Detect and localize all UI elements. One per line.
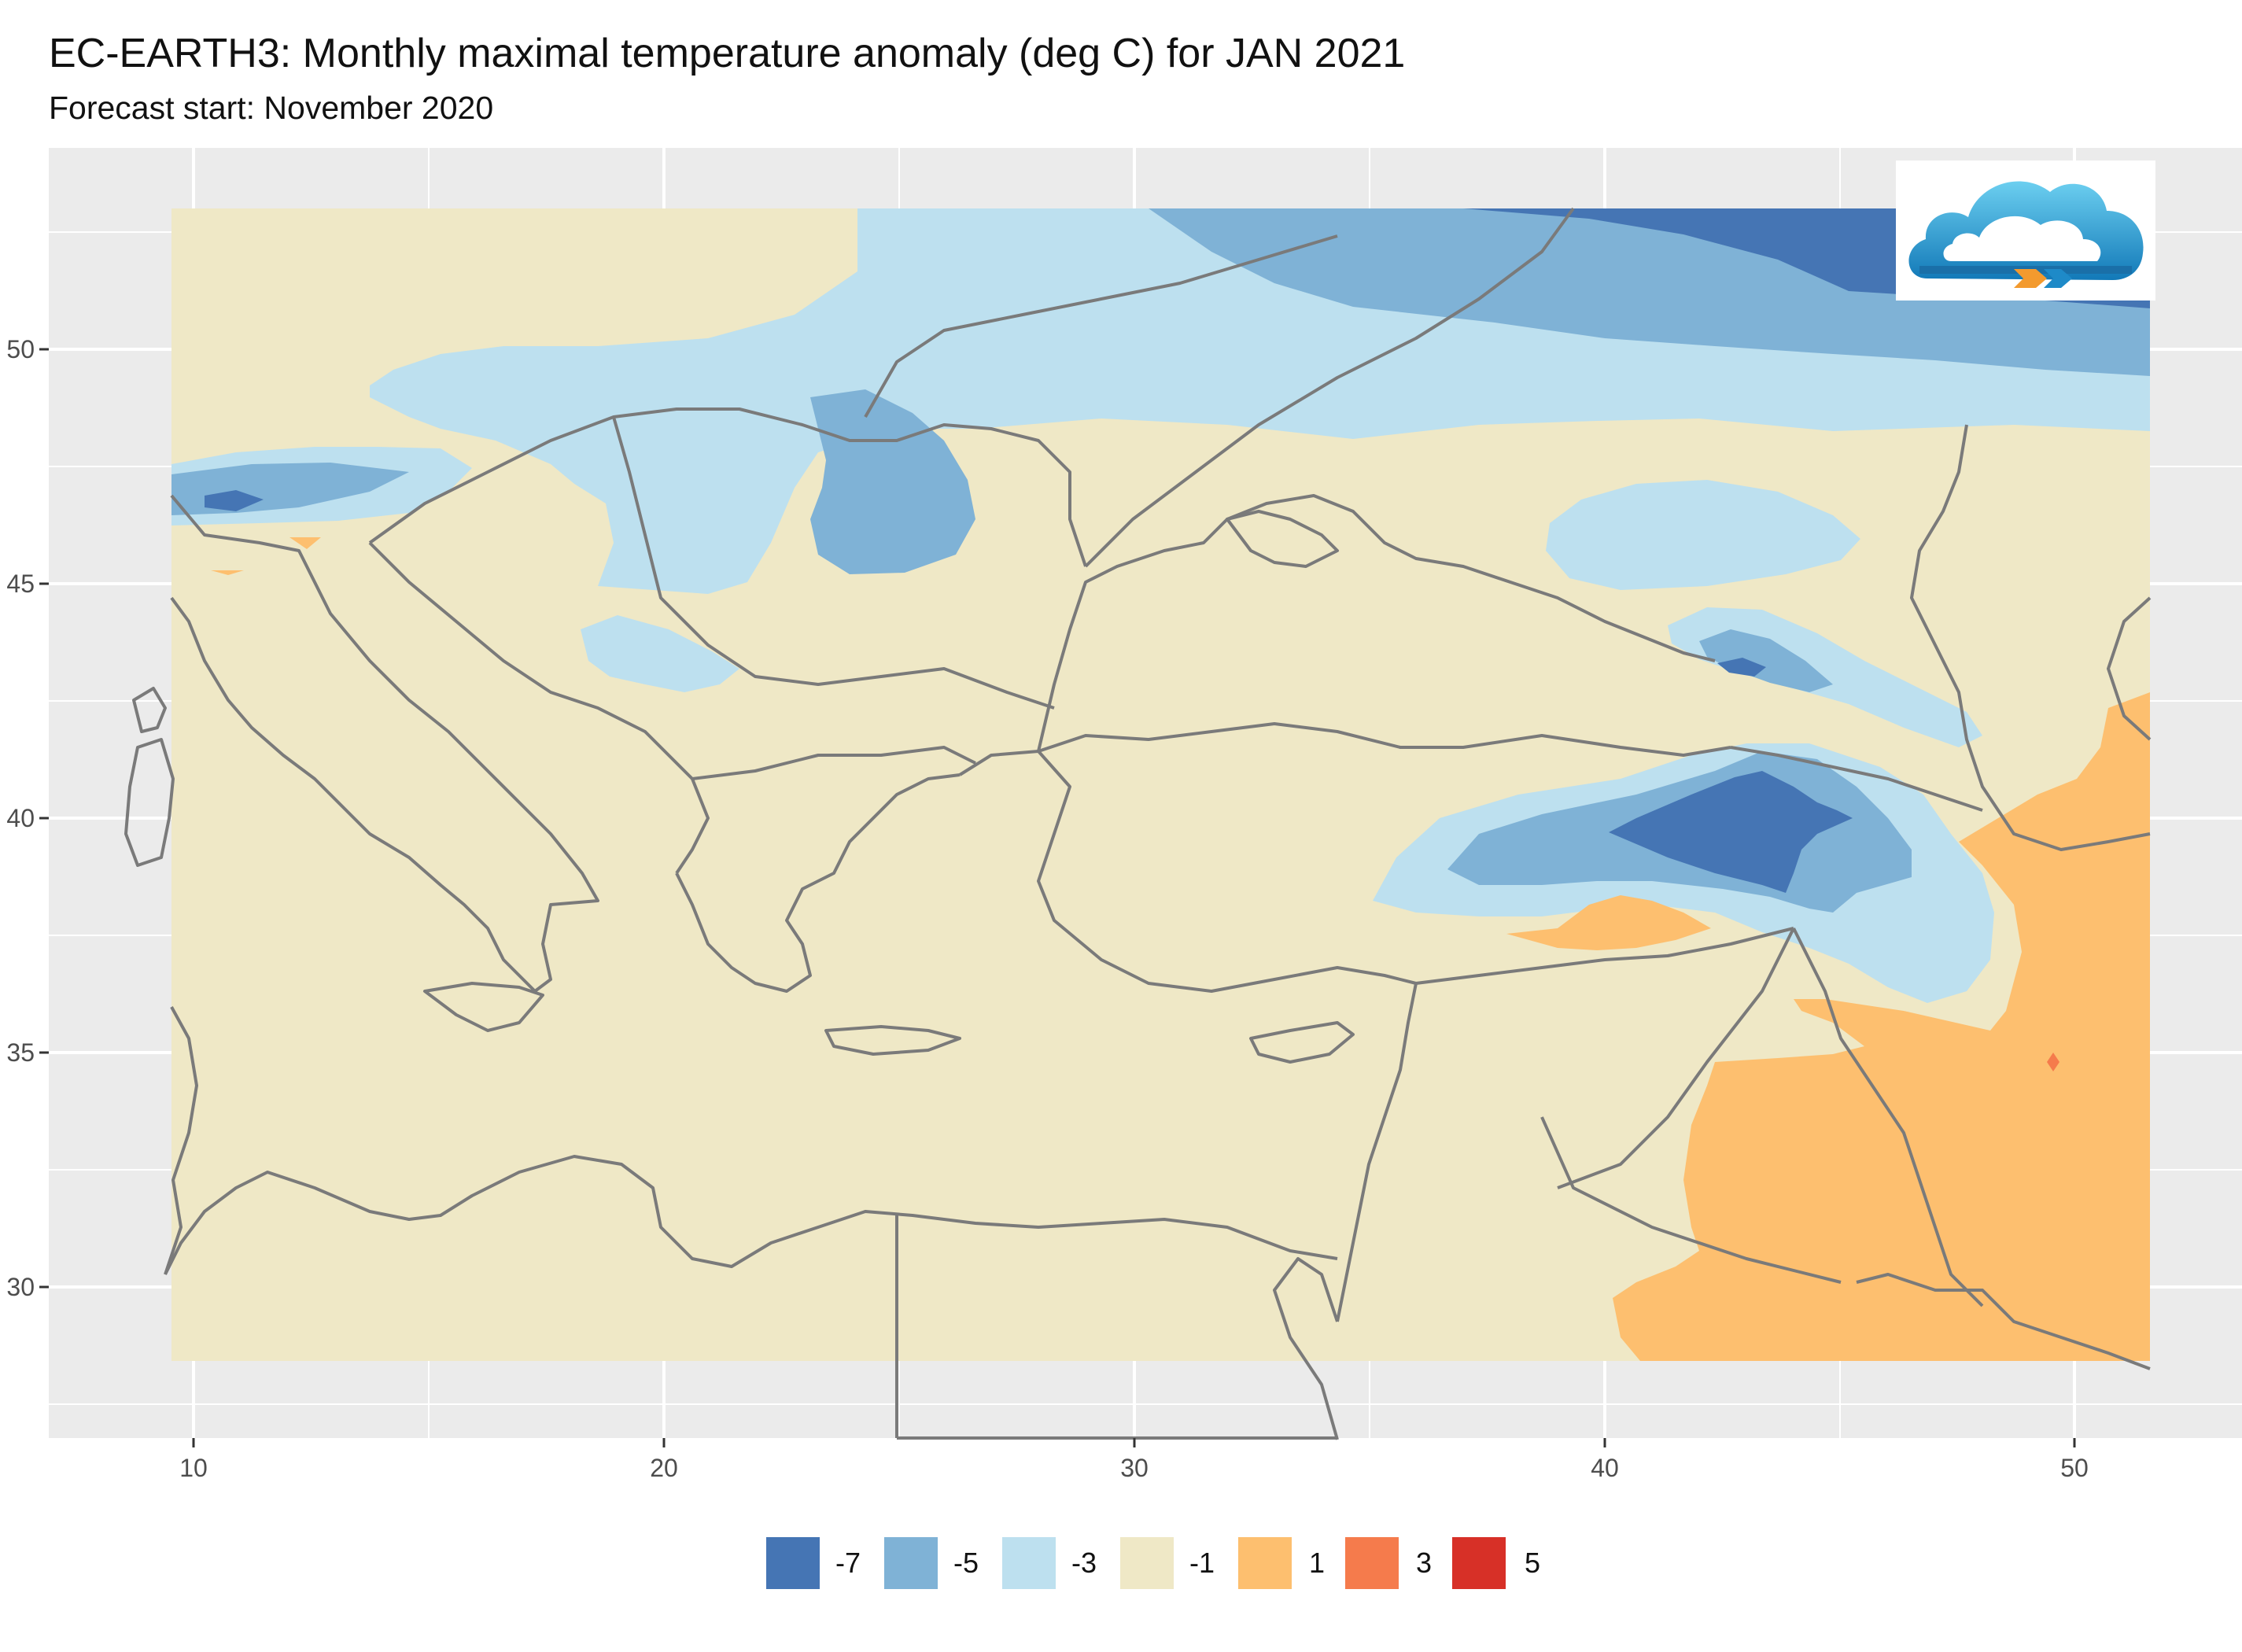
coast-crimea — [1226, 510, 1339, 568]
field-warm-hot-spot — [2047, 1053, 2059, 1071]
coast-italy — [170, 494, 599, 993]
x-tick-label: 40 — [1591, 1454, 1619, 1482]
coast-adriatic-east — [368, 541, 710, 875]
coast-red-sea — [1273, 1257, 1339, 1440]
y-tick-label: 40 — [6, 804, 35, 832]
legend-label: -1 — [1189, 1547, 1215, 1579]
coast-caspian — [1910, 424, 2151, 851]
x-axis-labels: 10 20 30 40 50 — [179, 1454, 2089, 1482]
border-iraq-saudi — [1540, 1116, 1842, 1284]
y-tick-label: 30 — [6, 1273, 35, 1301]
coast-black-sea-north — [1037, 494, 1716, 752]
field-balkan-light — [581, 615, 739, 692]
legend-label: 1 — [1309, 1547, 1325, 1579]
legend-label: -7 — [835, 1547, 861, 1579]
legend-label: 5 — [1525, 1547, 1540, 1579]
coast-sicily — [423, 982, 544, 1032]
field-warm-anatolia — [1506, 895, 1711, 950]
border-iraq-iran — [1792, 927, 1984, 1307]
coast-sardinia — [124, 738, 175, 867]
y-axis-labels: 30 35 40 45 50 — [6, 335, 35, 1301]
border-ukraine-russia — [1084, 207, 1575, 568]
legend-swatch — [1002, 1537, 1056, 1589]
x-tick-label: 50 — [2060, 1454, 2089, 1482]
field-alps-warm — [289, 537, 321, 549]
coast-levant — [1336, 983, 1418, 1322]
field-romania-mid — [810, 389, 975, 574]
x-tick-label: 10 — [179, 1454, 208, 1482]
legend-swatch — [1238, 1537, 1292, 1589]
border-caucasus — [1730, 746, 1983, 812]
y-tick-label: 45 — [6, 570, 35, 598]
coast-greece — [675, 773, 961, 993]
anomaly-field — [171, 208, 2150, 1361]
coast-caspian-east — [2107, 596, 2152, 741]
coast-corsica — [132, 687, 167, 733]
legend-swatch — [766, 1537, 820, 1589]
axis-ticks — [39, 348, 2076, 1447]
map-title: EC-EARTH3: Monthly maximal temperature a… — [49, 31, 1406, 76]
legend-swatch — [1452, 1537, 1506, 1589]
legend-label: -5 — [953, 1547, 979, 1579]
border-balkans-south — [691, 746, 976, 780]
field-caucasus-dark — [1717, 658, 1766, 677]
border-turkey-syria — [1415, 927, 1794, 985]
border-balkans — [612, 416, 1055, 710]
cloud-logo-icon — [1896, 160, 2155, 301]
coast-crete — [824, 1025, 961, 1056]
coast-black-sea-south — [1038, 722, 1731, 757]
legend-swatch — [884, 1537, 938, 1589]
field-alps-dark — [205, 490, 264, 511]
x-tick-label: 30 — [1120, 1454, 1149, 1482]
legend-swatch — [1120, 1537, 1174, 1589]
x-tick-label: 20 — [650, 1454, 678, 1482]
legend-label: -3 — [1071, 1547, 1097, 1579]
coast-north-africa — [164, 1155, 1338, 1275]
border-syria-iraq — [1557, 927, 1795, 1189]
coast-anatolia — [958, 750, 1417, 993]
field-anatolia-dark — [1609, 771, 1853, 893]
coast-tunisia — [164, 1006, 198, 1275]
country-borders — [124, 207, 2152, 1440]
border-central-europe — [368, 407, 1087, 567]
field-azov-light — [1546, 480, 1860, 590]
coast-persian-gulf — [1856, 1273, 2151, 1370]
coast-cyprus — [1249, 1021, 1355, 1064]
legend-label: 3 — [1416, 1547, 1432, 1579]
legend: -7 -5 -3 -1 1 3 5 — [766, 1537, 1540, 1589]
legend-swatch — [1345, 1537, 1399, 1589]
field-warm-east — [1613, 692, 2150, 1361]
map-subtitle: Forecast start: November 2020 — [49, 90, 494, 126]
y-tick-label: 50 — [6, 335, 35, 363]
y-tick-label: 35 — [6, 1038, 35, 1067]
field-caucasus-mid — [1699, 629, 1833, 692]
border-ukraine-north — [864, 234, 1338, 418]
field-alps-warm-2 — [211, 570, 244, 575]
